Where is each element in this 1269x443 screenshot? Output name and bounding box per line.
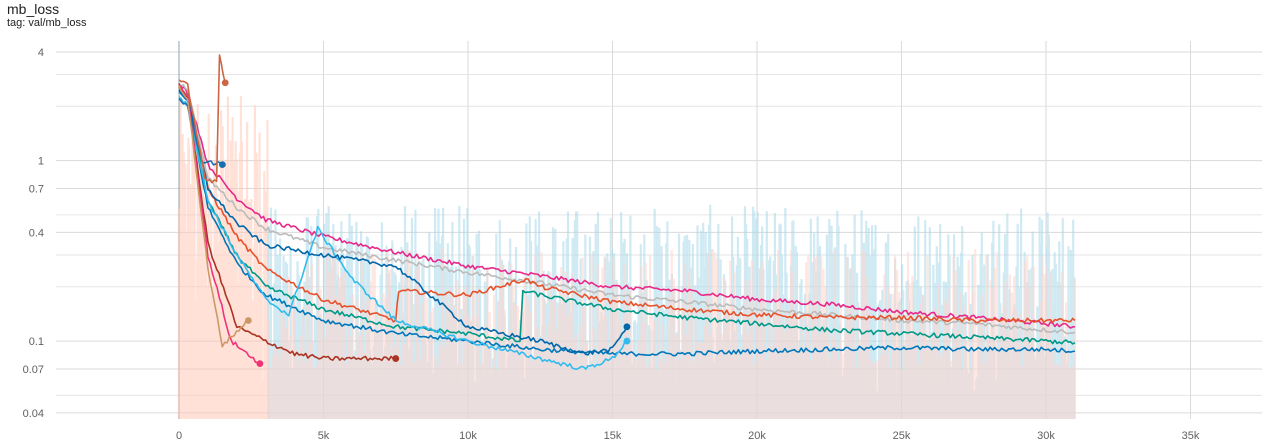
series-line-2[interactable] [178,86,1076,324]
chart-tag: tag: val/mb_loss [7,17,87,29]
x-tick-label: 0 [176,430,182,442]
x-tick-label: 30k [1037,430,1055,442]
series-end-dot-7 [218,161,226,169]
series-line-4[interactable] [178,90,1076,357]
y-axis: 4 1 0.7 0.4 0.1 0.07 0.04 [23,47,44,420]
chart-header: mb_loss tag: val/mb_loss [7,2,86,30]
series-end-dot-10 [221,79,229,87]
chart-title: mb_loss [7,1,60,17]
x-tick-label: 5k [318,430,330,442]
series-line-0[interactable] [178,83,1075,329]
series-line-3[interactable] [178,85,1076,345]
x-tick-label: 35k [1182,430,1200,442]
y-tick-label: 0.4 [29,227,44,239]
series-end-dot-5 [623,337,631,345]
series-end-dot-9 [256,360,264,368]
x-tick-label: 10k [459,430,477,442]
series-end-dot-6 [623,323,631,331]
x-tick-label: 25k [893,430,911,442]
y-tick-label: 0.04 [23,408,44,420]
x-tick-label: 15k [604,430,622,442]
series-line-8[interactable] [178,83,396,362]
series-line-11[interactable] [178,85,249,348]
series-line-5[interactable] [178,96,628,370]
smoothed-series [178,54,1076,370]
y-tick-label: 1 [38,156,44,168]
x-tick-label: 20k [748,430,766,442]
y-tick-label: 4 [38,47,44,59]
series-line-1[interactable] [178,83,1076,335]
series-end-dot-8 [392,355,400,362]
y-tick-label: 0.7 [29,184,44,196]
y-tick-label: 0.07 [23,364,44,376]
series-line-6[interactable] [178,89,628,356]
x-axis: 0 5k 10k 15k 20k 25k 30k 35k [176,430,1200,442]
noisy-raw-series [177,96,1076,419]
series-end-dot-11 [244,317,252,324]
raw-noise-band [177,96,270,419]
y-tick-label: 0.1 [29,336,44,348]
series-line-10[interactable] [178,54,226,184]
